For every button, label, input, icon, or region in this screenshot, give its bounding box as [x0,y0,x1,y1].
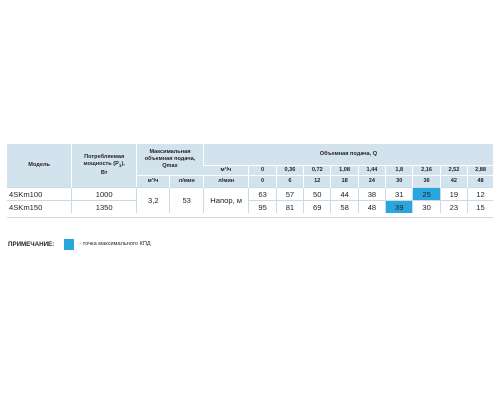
header-flow-title: Объемная подача, Q [202,143,493,166]
head-cell: 30 [412,200,441,213]
flow-lmin-cell: 48 [467,175,493,188]
flow-lmin-cell: 18 [330,175,359,188]
flow-m3h-cell: 1,8 [385,165,413,176]
head-cell: 31 [385,187,413,201]
flow-m3h-cell: 1,08 [330,165,359,176]
head-cell: 57 [275,187,304,201]
head-cell: 25 [412,187,441,201]
header-power-sub: 1 [118,163,122,169]
head-cell: 48 [357,200,386,213]
table-row: 4SKm150 1350 95 81 69 58 48 39 30 23 15 [7,200,493,213]
flow-lmin-cell: 6 [275,175,304,188]
header-unit-lmin: л/мин [202,175,249,188]
flow-lmin-cell: 0 [248,175,277,188]
flow-m3h-cell: 2,88 [467,165,493,176]
note: ПРИМЕЧАНИЕ: - точка максимального КПД [8,238,151,250]
header-power-line1: Потребляемая [84,154,125,161]
flow-lmin-cell: 42 [439,175,468,188]
head-cell: 39 [385,200,413,213]
head-cell: 58 [330,200,359,213]
max-efficiency-swatch [64,238,75,250]
qmax-m3h-cell: 3,2 [136,187,170,213]
head-label-cell: Напор, м [202,187,249,213]
header-power: Потребляемая мощность (P1), Вт [71,143,137,188]
head-cell: 44 [330,187,359,201]
head-cell: 63 [248,187,277,201]
flow-m3h-cell: 2,16 [412,165,441,176]
flow-m3h-cell: 1,44 [357,165,386,176]
model-cell: 4SKm150 [7,200,72,213]
model-cell: 4SKm100 [7,187,72,201]
header-power-line2: мощность (P [83,161,119,168]
header-maxflow-line2: объемная подача, [144,156,196,162]
header-maxflow-line1: Максимальная [149,149,191,155]
note-text: - точка максимального КПД [79,241,151,247]
flow-m3h-cell: 0,72 [303,165,331,176]
head-cell: 23 [439,200,468,213]
table-row: 4SKm100 1000 3,2 53 Напор, м 63 57 50 44… [7,187,493,213]
head-cell: 69 [303,200,331,213]
flow-m3h-cell: 0,36 [275,165,304,176]
head-cell: 95 [248,200,277,213]
table-bottom-divider [7,217,493,218]
header-maxflow-line3: Qmax [162,163,178,169]
flow-lmin-cell: 12 [303,175,331,188]
head-cell: 38 [357,187,386,201]
flow-m3h-cell: 2,52 [439,165,468,176]
qmax-lmin-cell: 53 [169,187,204,213]
power-cell: 1000 [71,187,137,201]
head-cell: 12 [467,187,493,201]
head-cell: 81 [275,200,304,213]
flow-lmin-cell: 30 [385,175,413,188]
header-model: Модель [7,143,72,188]
header-power-line3: Вт [100,169,108,176]
flow-lmin-cell: 24 [357,175,386,188]
header-maxflow: Максимальная объемная подача, Qmax [136,143,204,176]
header-maxflow-unit-lmin: л/мин [169,175,204,188]
note-label: ПРИМЕЧАНИЕ: [8,240,55,248]
flow-lmin-cell: 36 [412,175,441,188]
header-unit-m3h: м³/ч [203,165,249,176]
head-cell: 50 [303,187,331,201]
header-maxflow-unit-m3h: м³/ч [136,175,170,188]
header-power-line2-end: ), [121,161,125,168]
pump-spec-table: Модель Потребляемая мощность (P1), Вт Ма… [7,143,493,213]
head-cell: 19 [439,187,468,201]
power-cell: 1350 [71,200,137,213]
head-cell: 15 [467,200,493,213]
flow-m3h-cell: 0 [248,165,277,176]
